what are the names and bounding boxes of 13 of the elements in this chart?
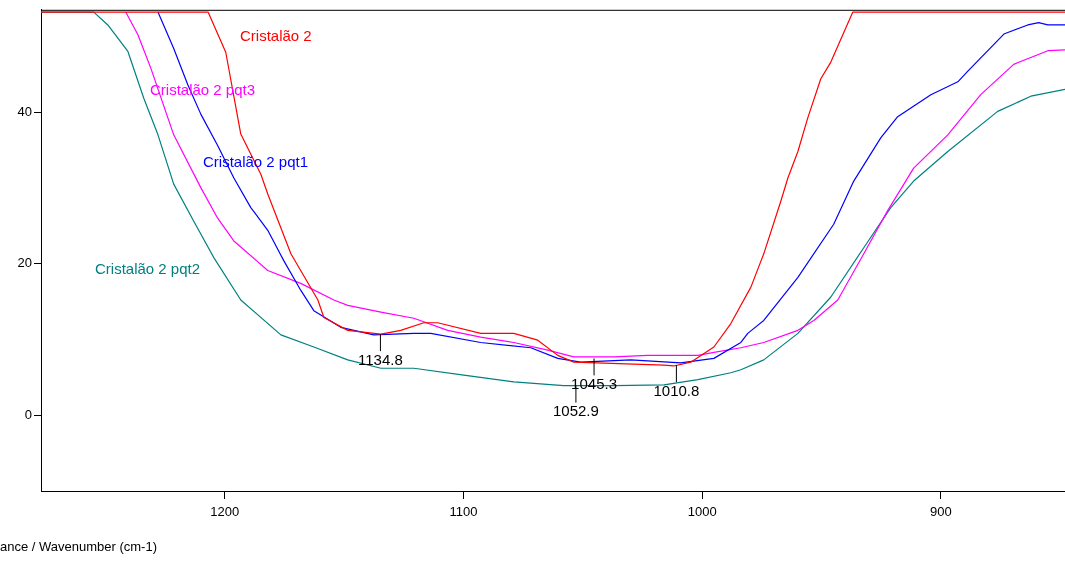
y-tick-label: 20 [17, 255, 32, 271]
x-axis-title: ance / Wavenumber (cm-1) [0, 539, 158, 554]
x-tick-label: 1100 [449, 504, 478, 520]
y-tick-label: 40 [17, 103, 32, 119]
annotation: 1134.8 [358, 350, 403, 368]
x-tick-label: 1200 [210, 504, 240, 520]
series-label: Cristalão 2 pqt2 [95, 260, 201, 278]
series-label: Cristalão 2 [240, 27, 312, 45]
x-tick-label: 1000 [687, 504, 717, 520]
x-tick-label: 900 [930, 504, 952, 520]
y-tick-label: 0 [24, 406, 32, 422]
annotation: 1052.9 [552, 402, 599, 420]
annotation: 1010.8 [653, 381, 700, 399]
